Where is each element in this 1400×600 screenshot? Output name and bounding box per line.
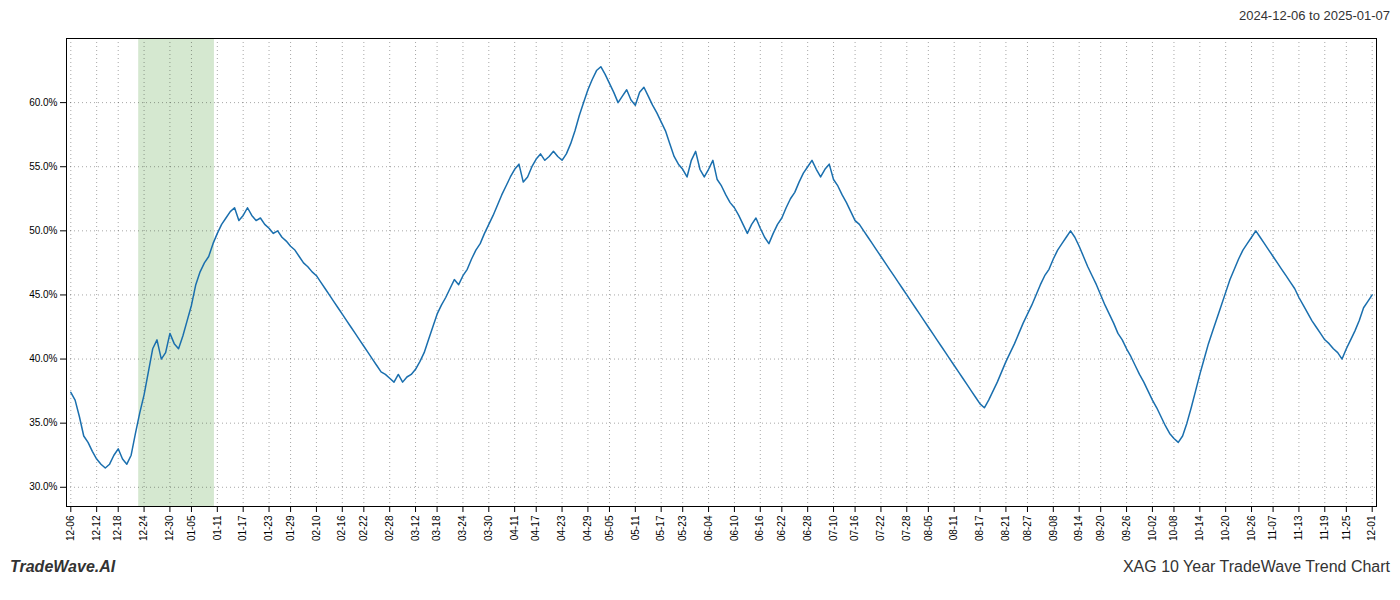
svg-text:01-29: 01-29 [285, 515, 296, 541]
svg-text:07-28: 07-28 [901, 515, 912, 541]
svg-text:03-12: 03-12 [410, 515, 421, 541]
svg-text:05-11: 05-11 [630, 515, 641, 540]
svg-text:08-21: 08-21 [1000, 515, 1011, 541]
svg-text:02-16: 02-16 [336, 515, 347, 541]
svg-text:11-19: 11-19 [1319, 515, 1330, 540]
svg-text:60.0%: 60.0% [29, 97, 57, 108]
svg-text:08-27: 08-27 [1022, 515, 1033, 541]
svg-text:08-05: 08-05 [923, 515, 934, 541]
svg-text:12-01: 12-01 [1366, 515, 1377, 541]
svg-text:04-29: 04-29 [582, 515, 593, 541]
svg-text:06-04: 06-04 [703, 515, 714, 541]
svg-text:06-10: 06-10 [729, 515, 740, 541]
svg-text:55.0%: 55.0% [29, 161, 57, 172]
svg-text:09-26: 09-26 [1121, 515, 1132, 541]
svg-text:12-12: 12-12 [91, 515, 102, 541]
svg-text:02-22: 02-22 [358, 515, 369, 541]
svg-text:09-20: 09-20 [1095, 515, 1106, 541]
svg-text:08-11: 08-11 [948, 515, 959, 540]
svg-text:10-20: 10-20 [1220, 515, 1231, 541]
html-text:XAG 10 Year TradeWave Trend Ch: XAG 10 Year TradeWave Trend Chart [1122, 558, 1390, 575]
svg-text:02-10: 02-10 [311, 515, 322, 541]
svg-text:05-17: 05-17 [655, 515, 666, 541]
svg-text:10-02: 10-02 [1147, 515, 1158, 541]
svg-text:01-23: 01-23 [263, 515, 274, 541]
svg-text:09-08: 09-08 [1048, 515, 1059, 541]
svg-text:07-22: 07-22 [875, 515, 886, 541]
svg-text:03-18: 03-18 [431, 515, 442, 541]
svg-text:03-30: 03-30 [483, 515, 494, 541]
svg-text:04-17: 04-17 [530, 515, 541, 541]
svg-text:11-25: 11-25 [1341, 515, 1352, 540]
svg-text:12-24: 12-24 [138, 515, 149, 541]
svg-text:04-11: 04-11 [509, 515, 520, 540]
svg-text:08-17: 08-17 [974, 515, 985, 541]
svg-text:05-05: 05-05 [604, 515, 615, 541]
svg-text:03-24: 03-24 [457, 515, 468, 541]
svg-text:07-16: 07-16 [849, 515, 860, 541]
svg-text:12-18: 12-18 [112, 515, 123, 541]
svg-text:01-17: 01-17 [237, 515, 248, 541]
svg-text:10-14: 10-14 [1194, 515, 1205, 541]
svg-text:10-08: 10-08 [1168, 515, 1179, 541]
svg-text:05-23: 05-23 [677, 515, 688, 541]
svg-text:50.0%: 50.0% [29, 225, 57, 236]
svg-text:04-23: 04-23 [556, 515, 567, 541]
svg-text:11-13: 11-13 [1293, 515, 1304, 540]
svg-text:11-07: 11-07 [1267, 515, 1278, 540]
svg-text:06-28: 06-28 [802, 515, 813, 541]
svg-text:12-06: 12-06 [65, 515, 76, 541]
svg-text:02-28: 02-28 [384, 515, 395, 541]
svg-text:12-30: 12-30 [164, 515, 175, 541]
html-text:TradeWave.AI: TradeWave.AI [10, 558, 116, 575]
svg-text:06-22: 06-22 [776, 515, 787, 541]
svg-text:06-16: 06-16 [754, 515, 765, 541]
svg-text:10-26: 10-26 [1246, 515, 1257, 541]
svg-text:07-10: 07-10 [828, 515, 839, 541]
svg-text:30.0%: 30.0% [29, 481, 57, 492]
svg-text:35.0%: 35.0% [29, 417, 57, 428]
svg-text:40.0%: 40.0% [29, 353, 57, 364]
svg-text:45.0%: 45.0% [29, 289, 57, 300]
svg-text:09-14: 09-14 [1073, 515, 1084, 541]
html-text:2024-12-06 to 2025-01-07: 2024-12-06 to 2025-01-07 [1238, 8, 1390, 23]
svg-text:01-11: 01-11 [212, 515, 223, 540]
svg-text:01-05: 01-05 [186, 515, 197, 541]
